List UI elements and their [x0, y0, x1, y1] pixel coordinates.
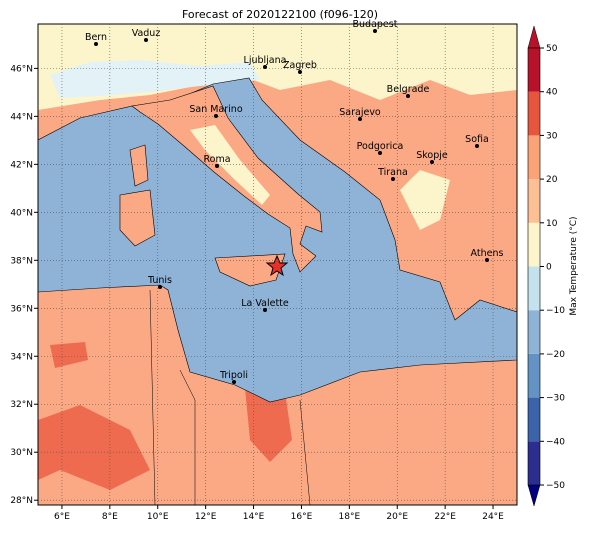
colorbar-tick-label: −30: [546, 394, 565, 404]
city-dot: [358, 117, 362, 121]
city-label: Podgorica: [357, 141, 404, 152]
colorbar-segment: [528, 48, 540, 92]
colorbar-extend-bottom: [527, 484, 541, 507]
colorbar-tick-label: −50: [546, 481, 565, 491]
city-label: Tirana: [377, 167, 408, 178]
city-dot: [373, 29, 377, 33]
colorbar-tick-label: 20: [546, 175, 558, 185]
sicily: [214, 253, 286, 287]
colorbar-segment: [528, 397, 540, 442]
city-label: Skopje: [416, 150, 448, 161]
city-dot: [485, 258, 489, 262]
land-hot: [245, 388, 292, 462]
x-tick-label: 8°E: [102, 512, 118, 522]
colorbar-tick-label: −10: [546, 306, 565, 316]
city-label: Athens: [471, 248, 504, 259]
colorbar-extend-top: [527, 25, 541, 49]
colorbar-tick-label: −40: [546, 437, 565, 447]
land-cold: [50, 60, 260, 98]
colorbar-segment: [528, 135, 540, 180]
y-tick-label: 32°N: [10, 400, 33, 410]
y-tick-label: 30°N: [10, 448, 33, 458]
frame: [37, 23, 518, 506]
city-label: Sofia: [465, 134, 489, 145]
city-dot: [378, 151, 382, 155]
x-tick-label: 6°E: [54, 512, 70, 522]
city-label: Ljubljana: [244, 55, 287, 66]
x-tick-label: 20°E: [386, 512, 408, 522]
colorbar-segment: [528, 222, 540, 267]
land-hot: [38, 405, 150, 490]
colorbar-tick-label: 50: [546, 44, 558, 54]
city-label: San Marino: [189, 104, 242, 115]
y-tick-label: 46°N: [10, 64, 33, 74]
land-cool: [400, 170, 450, 230]
colorbar-segment: [528, 310, 540, 354]
colorbar-tick-label: 10: [546, 219, 558, 229]
city-dot: [215, 164, 219, 168]
city-label: Roma: [203, 154, 230, 165]
city-label: Zagreb: [283, 60, 317, 71]
y-tick-label: 44°N: [10, 112, 33, 122]
city-dot: [475, 144, 479, 148]
x-tick-label: 24°E: [482, 512, 504, 522]
city-label: Belgrade: [387, 84, 430, 95]
x-tick-label: 14°E: [243, 512, 265, 522]
y-tick-label: 42°N: [10, 160, 33, 170]
x-tick-label: 12°E: [195, 512, 217, 522]
city-dot: [94, 42, 98, 46]
colorbar-segment: [528, 179, 540, 223]
colorbar-tick-label: 0: [546, 263, 552, 273]
city-dot: [298, 70, 302, 74]
star-marker: [265, 254, 289, 277]
italy: [131, 85, 323, 273]
city-dot: [214, 114, 218, 118]
colorbar-segment: [528, 91, 540, 136]
colorbar-tick-label: 30: [546, 131, 558, 141]
city-label: Tunis: [147, 275, 172, 286]
city-label: Budapest: [353, 19, 398, 30]
city-label: Vaduz: [132, 28, 161, 39]
y-tick-label: 28°N: [10, 496, 33, 506]
city-dot: [158, 285, 162, 289]
colorbar-segment: [528, 266, 540, 311]
city-label: Tripoli: [219, 370, 248, 381]
city-label: Sarajevo: [339, 107, 381, 118]
city-dot: [232, 380, 236, 384]
city-label: Bern: [85, 32, 107, 43]
x-tick-label: 18°E: [339, 512, 361, 522]
colorbar-label: Max Temperature (°C): [569, 216, 579, 315]
x-tick-label: 10°E: [147, 512, 169, 522]
land-hot: [50, 342, 88, 368]
city-dot: [144, 38, 148, 42]
x-tick-label: 16°E: [291, 512, 313, 522]
y-tick-label: 38°N: [10, 256, 33, 266]
colorbar-segment: [528, 441, 540, 485]
land-cool: [190, 125, 270, 205]
colorbar-segment: [528, 353, 540, 398]
city-dot: [263, 308, 267, 312]
colorbar-tick-label: −20: [546, 350, 565, 360]
y-tick-label: 40°N: [10, 208, 33, 218]
city-dot: [263, 65, 267, 69]
city-dot: [406, 94, 410, 98]
title: Forecast of 2020122100 (f096-120): [182, 8, 378, 21]
city-label: La Valette: [241, 298, 289, 309]
y-tick-label: 36°N: [10, 304, 33, 314]
corsica: [129, 144, 149, 187]
colorbar-tick-label: 40: [546, 88, 558, 98]
x-tick-label: 22°E: [434, 512, 456, 522]
city-dot: [391, 177, 395, 181]
sardinia: [119, 189, 156, 247]
city-dot: [430, 160, 434, 164]
y-tick-label: 34°N: [10, 352, 33, 362]
